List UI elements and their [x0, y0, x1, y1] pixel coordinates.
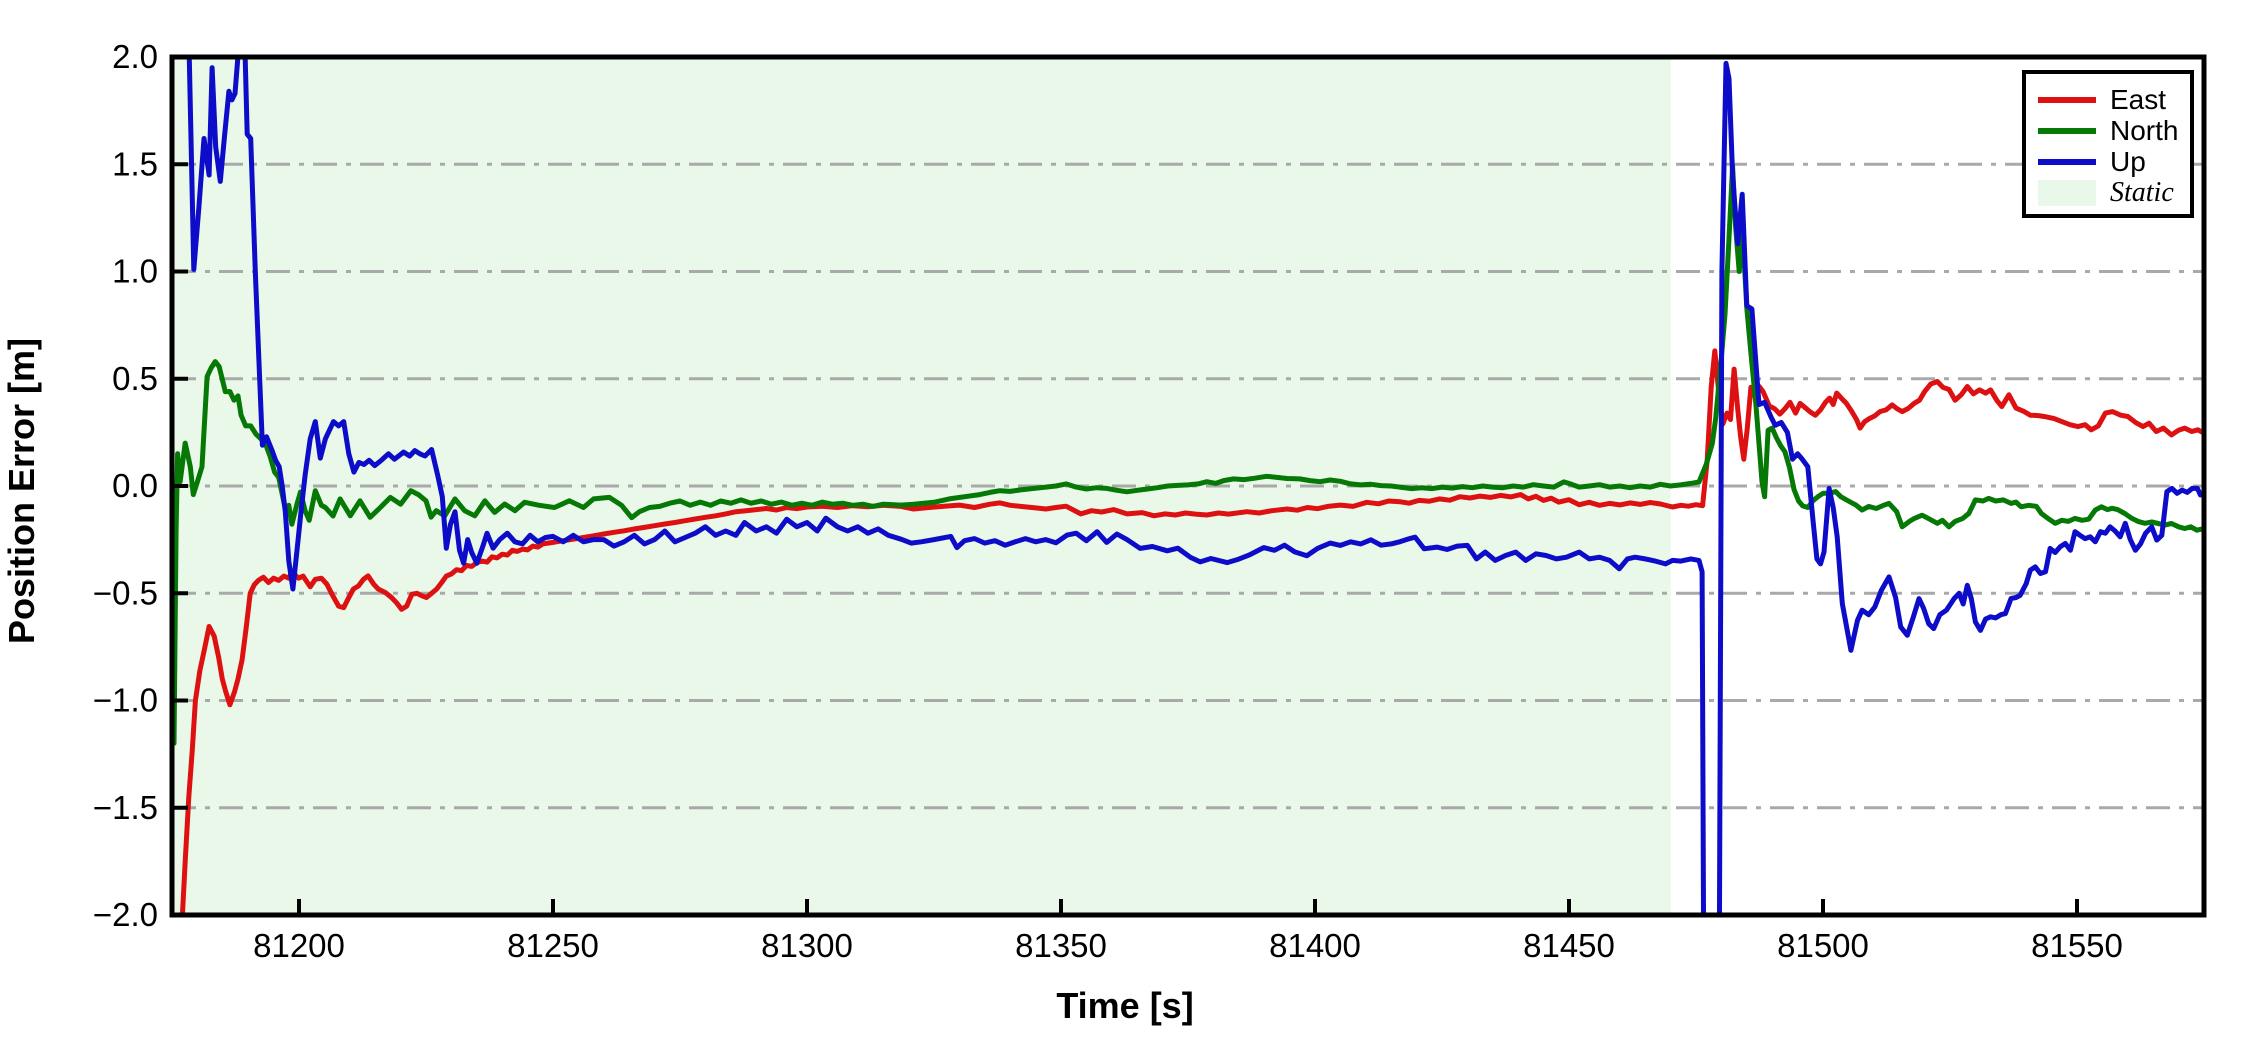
legend-label-north: North [2110, 114, 2179, 146]
y-axis-tick-label: 2.0 [112, 38, 158, 75]
x-axis-label: Time [s] [1056, 985, 1194, 1026]
x-axis-tick-label: 81550 [2031, 927, 2123, 964]
series-north-line [172, 163, 2204, 746]
y-axis-tick-label: 0.0 [112, 467, 158, 504]
static-region-swatch [2038, 179, 2096, 206]
up-line-swatch [2038, 158, 2096, 165]
legend-item-east: East [2038, 84, 2190, 115]
north-line-swatch [2038, 127, 2096, 134]
legend-item-static: Static [2038, 177, 2190, 208]
x-axis-tick-label: 81500 [1777, 927, 1869, 964]
x-axis-tick-label: 81450 [1523, 927, 1615, 964]
legend-item-up: Up [2038, 146, 2190, 177]
east-line-swatch [2038, 96, 2096, 103]
y-axis-tick-label: −2.0 [93, 896, 158, 933]
y-axis-tick-label: 1.5 [112, 145, 158, 182]
y-axis-tick-label: 1.0 [112, 253, 158, 290]
x-axis-tick-label: 81400 [1269, 927, 1361, 964]
x-axis-tick-label: 81200 [253, 927, 345, 964]
x-axis-tick-label: 81250 [507, 927, 599, 964]
y-axis-tick-label: −0.5 [93, 574, 158, 611]
legend-label-up: Up [2110, 145, 2146, 177]
legend-item-north: North [2038, 115, 2190, 146]
y-axis-tick-label: −1.5 [93, 789, 158, 826]
y-axis-tick-label: 0.5 [112, 360, 158, 397]
x-axis-tick-label: 81300 [761, 927, 853, 964]
series-east-line [179, 348, 2204, 915]
y-axis-label: Position Error [m] [1, 337, 42, 645]
series-up-line [186, 57, 2204, 915]
legend-label-static: Static [2110, 176, 2174, 208]
x-axis-tick-label: 81350 [1015, 927, 1107, 964]
legend-label-east: East [2110, 83, 2167, 115]
y-axis-tick-label: −1.0 [93, 682, 158, 719]
legend: East North Up Static [2022, 70, 2194, 218]
